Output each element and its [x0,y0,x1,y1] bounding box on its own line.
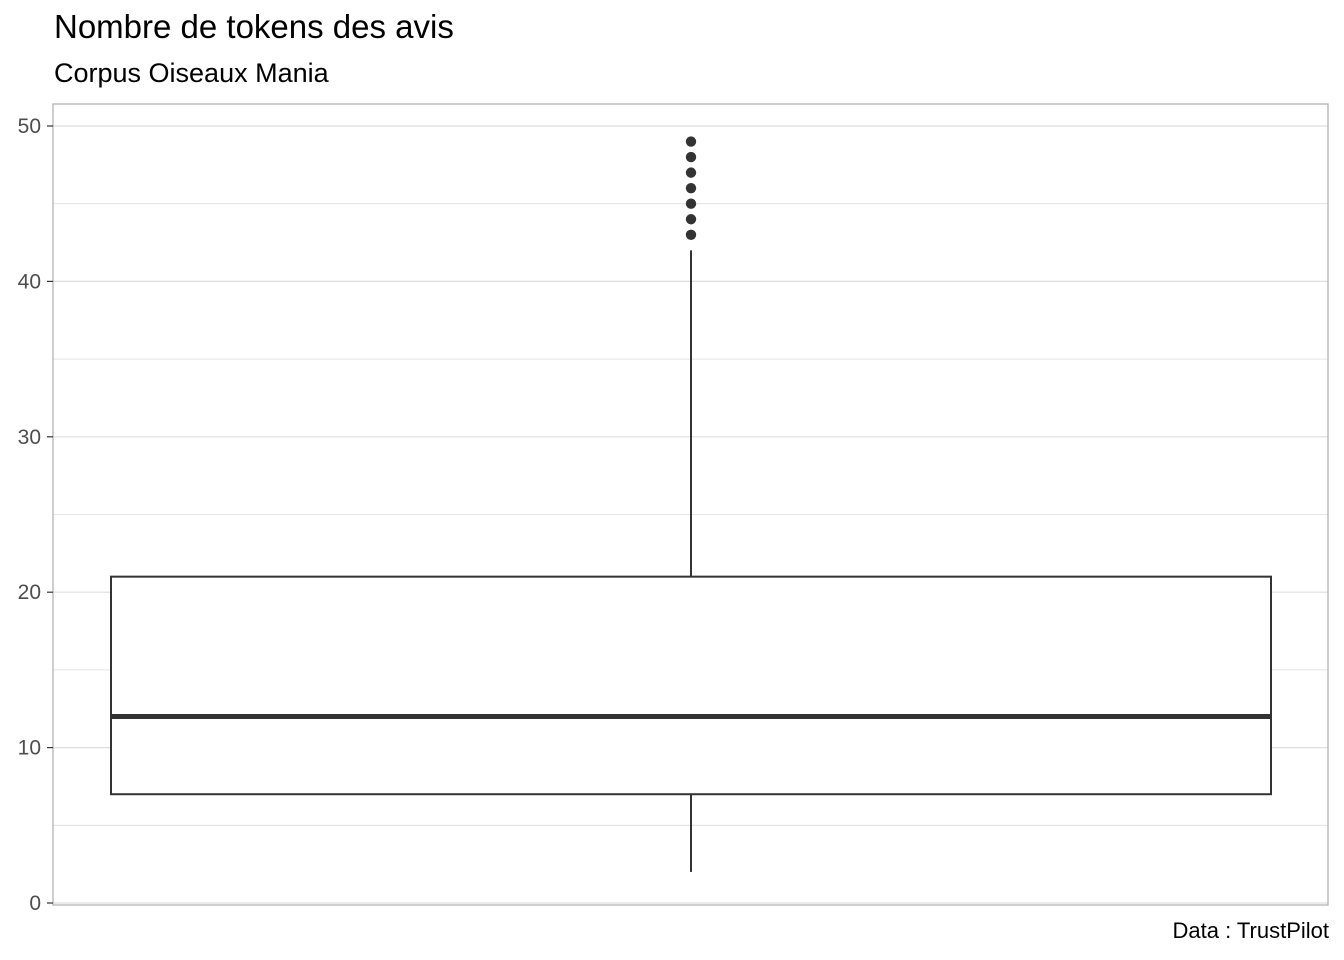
y-tick-label: 10 [18,737,41,760]
y-tick-label: 20 [18,581,41,604]
y-tick-label: 30 [18,426,41,449]
outlier-point [685,214,697,225]
chart-subtitle: Corpus Oiseaux Mania [54,58,329,88]
outlier-point [685,229,697,240]
outlier-point [685,182,697,194]
chart-title: Nombre de tokens des avis [54,8,454,45]
y-tick-label: 50 [18,115,41,138]
outliers [685,136,697,240]
panel-border [52,103,1329,906]
y-tick-label: 40 [18,270,41,293]
chart-caption: Data : TrustPilot [1172,918,1329,943]
iqr-box [110,575,1272,796]
outlier-point [685,167,697,178]
outlier-point [685,151,697,163]
outlier-point [685,198,697,209]
y-axis: 0 10 20 30 40 50 [18,115,53,915]
outlier-point [685,136,697,147]
box [110,250,1272,872]
y-tick-label: 0 [29,892,41,915]
